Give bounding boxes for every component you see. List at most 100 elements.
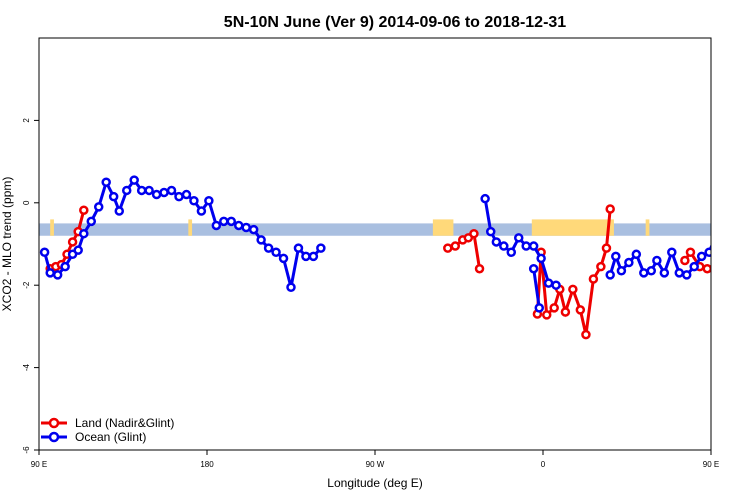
band-highlight (432, 219, 454, 236)
data-point (174, 191, 184, 202)
y-axis-label: XCO2 - MLO trend (ppm) (0, 177, 14, 312)
data-point (159, 187, 169, 198)
data-point (189, 195, 199, 206)
data-point (474, 263, 485, 274)
data-point (652, 255, 662, 266)
chart-title: 5N-10N June (Ver 9) 2014-09-06 to 2018-1… (224, 14, 567, 31)
data-point (667, 247, 677, 257)
data-point (639, 268, 649, 278)
series-line (49, 209, 86, 271)
data-point (151, 189, 162, 200)
data-point (248, 224, 259, 235)
data-point (256, 235, 266, 245)
legend-item: Land (Nadir&Glint) (41, 416, 174, 430)
data-point (52, 270, 63, 280)
data-point (704, 247, 711, 257)
data-point (689, 261, 699, 272)
data-point (144, 185, 154, 196)
x-tick-label: 0 (541, 460, 546, 469)
data-point (588, 274, 599, 284)
series-group (39, 175, 743, 313)
legend-label: Land (Nadir&Glint) (75, 416, 174, 430)
data-point (616, 266, 627, 276)
data-point (301, 251, 311, 262)
data-point (534, 303, 545, 313)
data-point (541, 310, 552, 320)
data-point (45, 268, 55, 278)
data-point (443, 243, 453, 253)
data-point (121, 185, 132, 196)
data-point (108, 191, 119, 202)
x-tick-label: 90 E (31, 460, 47, 469)
data-point (67, 237, 78, 247)
y-tick-label: -6 (22, 446, 31, 454)
data-point (680, 255, 690, 266)
data-point (316, 243, 326, 253)
data-point (581, 329, 591, 340)
data-point (204, 195, 214, 206)
data-point (549, 303, 559, 313)
plot-frame (38, 37, 712, 451)
data-point (60, 261, 70, 272)
data-point (469, 228, 479, 239)
legend-item: Ocean (Glint) (41, 430, 146, 444)
data-point (551, 280, 561, 290)
data-point (721, 218, 728, 225)
data-point (136, 185, 147, 196)
data-point (506, 247, 517, 257)
data-point (226, 216, 237, 227)
data-point (101, 177, 111, 187)
data-point (728, 203, 735, 210)
series-layer (39, 175, 743, 340)
data-point (659, 268, 670, 278)
data-point (736, 179, 743, 186)
data-point (646, 266, 657, 276)
data-point (79, 228, 89, 239)
legend-marker (48, 431, 60, 443)
x-axis: 90 E 180 90 W 0 90 E (31, 450, 719, 469)
y-tick-label: 0 (22, 200, 31, 205)
data-point (278, 253, 289, 264)
data-point (611, 251, 621, 262)
data-point (528, 241, 539, 251)
data-point (450, 241, 461, 251)
data-point (181, 189, 192, 200)
data-point (513, 233, 524, 243)
data-point (241, 222, 251, 233)
data-point (702, 263, 711, 274)
data-point (286, 282, 296, 293)
data-point (293, 243, 304, 253)
data-point (86, 216, 97, 227)
legend-label: Ocean (Glint) (75, 430, 146, 444)
y-tick-label: -2 (22, 281, 31, 289)
legend: Land (Nadir&Glint)Ocean (Glint) (41, 416, 174, 444)
data-point (596, 261, 606, 272)
data-point (685, 247, 696, 257)
data-point (480, 193, 490, 204)
data-point (114, 206, 125, 216)
data-point (624, 257, 634, 268)
data-point (93, 202, 104, 212)
data-point (491, 237, 502, 247)
data-point (601, 243, 612, 253)
data-point (166, 185, 177, 196)
band-highlight (718, 219, 724, 235)
y-tick-label: 2 (22, 118, 31, 123)
data-point (73, 245, 83, 255)
data-point (568, 284, 578, 295)
data-point (499, 241, 509, 251)
data-point (79, 205, 89, 215)
data-point (129, 175, 139, 185)
band-highlight (645, 219, 650, 236)
series-line (532, 268, 541, 309)
legend-marker (48, 417, 60, 429)
data-point (308, 251, 319, 262)
data-point (681, 270, 692, 280)
data-point (536, 253, 546, 264)
data-point (196, 206, 207, 216)
reference-band (39, 219, 724, 236)
data-point (605, 270, 615, 280)
band-highlight (188, 219, 193, 236)
data-point (560, 307, 571, 317)
x-tick-label: 90 W (366, 460, 385, 469)
